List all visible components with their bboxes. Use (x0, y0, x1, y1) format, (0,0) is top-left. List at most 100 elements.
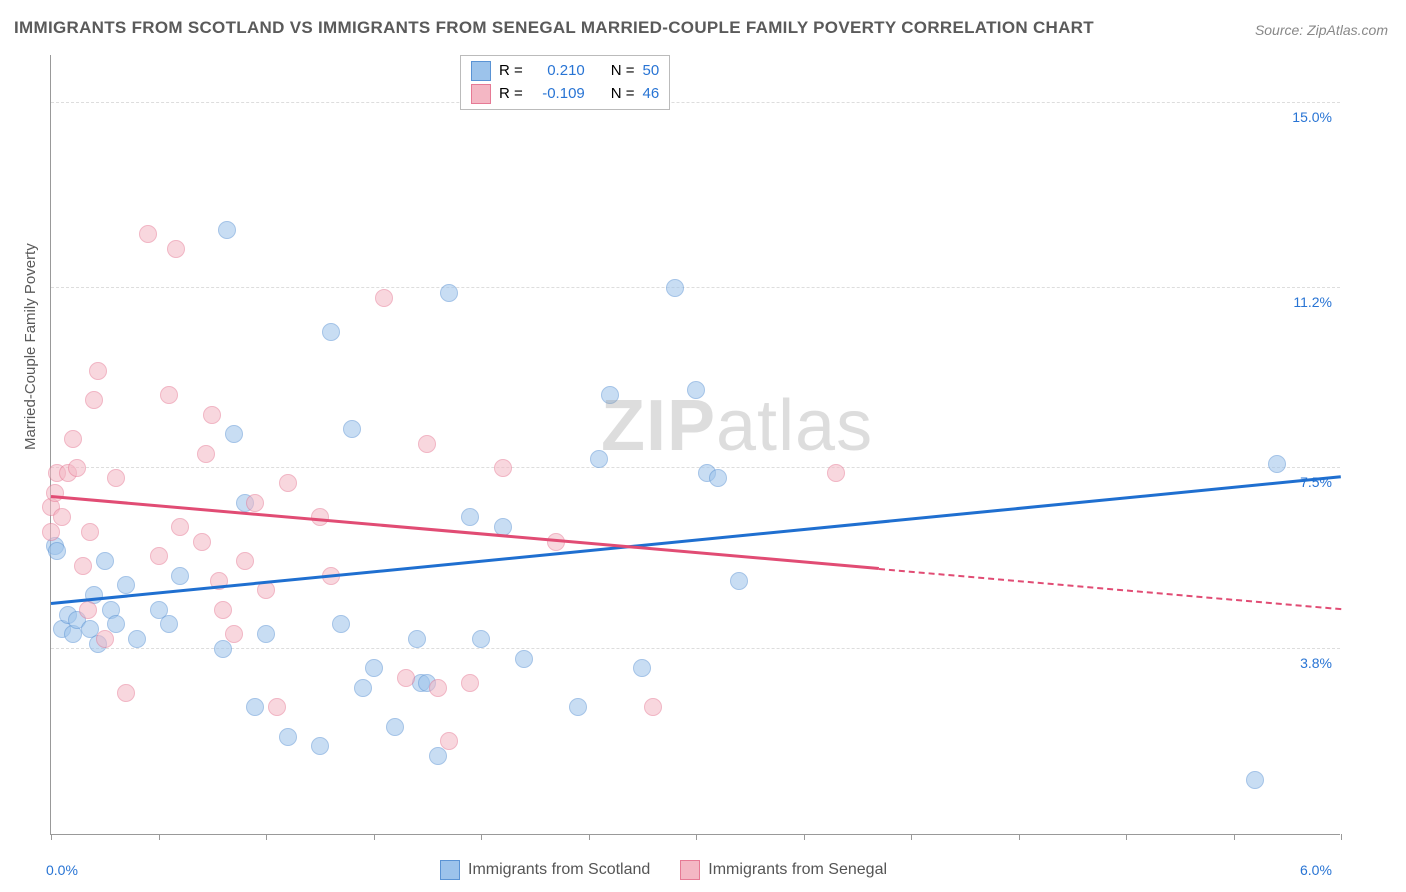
data-point (322, 323, 340, 341)
x-tick (374, 834, 375, 840)
data-point (193, 533, 211, 551)
y-axis-label: Married-Couple Family Poverty (22, 243, 39, 450)
data-point (128, 630, 146, 648)
data-point (279, 728, 297, 746)
data-point (440, 284, 458, 302)
chart-title: IMMIGRANTS FROM SCOTLAND VS IMMIGRANTS F… (14, 18, 1094, 38)
data-point (461, 508, 479, 526)
data-point (53, 508, 71, 526)
data-point (117, 684, 135, 702)
data-point (461, 674, 479, 692)
data-point (666, 279, 684, 297)
data-point (440, 732, 458, 750)
data-point (139, 225, 157, 243)
data-point (171, 518, 189, 536)
y-tick-label: 11.2% (1293, 294, 1332, 310)
x-tick (911, 834, 912, 840)
n-label: N = (611, 83, 635, 106)
x-tick-label: 0.0% (46, 862, 78, 878)
data-point (160, 615, 178, 633)
grid-line (51, 648, 1340, 649)
data-point (408, 630, 426, 648)
grid-line (51, 467, 1340, 468)
data-point (96, 552, 114, 570)
data-point (42, 523, 60, 541)
data-point (375, 289, 393, 307)
data-point (386, 718, 404, 736)
data-point (85, 391, 103, 409)
data-point (89, 362, 107, 380)
data-point (709, 469, 727, 487)
data-point (225, 425, 243, 443)
data-point (236, 552, 254, 570)
data-point (1268, 455, 1286, 473)
data-point (96, 630, 114, 648)
x-tick (266, 834, 267, 840)
data-point (279, 474, 297, 492)
legend-label-senegal: Immigrants from Senegal (708, 861, 887, 879)
data-point (218, 221, 236, 239)
data-point (644, 698, 662, 716)
data-point (494, 459, 512, 477)
x-tick (1341, 834, 1342, 840)
data-point (46, 484, 64, 502)
data-point (418, 435, 436, 453)
swatch-scotland (471, 61, 491, 81)
x-tick (696, 834, 697, 840)
data-point (225, 625, 243, 643)
data-point (167, 240, 185, 258)
n-value-senegal: 46 (643, 83, 660, 106)
data-point (79, 601, 97, 619)
stats-row-scotland: R = 0.210 N = 50 (471, 60, 659, 83)
data-point (590, 450, 608, 468)
swatch-senegal (471, 84, 491, 104)
trend-line-extrapolated (879, 568, 1341, 610)
data-point (429, 747, 447, 765)
data-point (214, 640, 232, 658)
data-point (246, 698, 264, 716)
data-point (633, 659, 651, 677)
grid-line (51, 102, 1340, 103)
data-point (268, 698, 286, 716)
x-tick (804, 834, 805, 840)
data-point (117, 576, 135, 594)
data-point (827, 464, 845, 482)
x-tick (1019, 834, 1020, 840)
legend-item-scotland: Immigrants from Scotland (440, 860, 650, 880)
source-attribution: Source: ZipAtlas.com (1255, 22, 1388, 38)
r-label: R = (499, 60, 523, 83)
x-tick (1126, 834, 1127, 840)
data-point (397, 669, 415, 687)
scatter-plot-area: ZIPatlas 3.8%7.5%11.2%15.0% (50, 55, 1340, 835)
r-value-scotland: 0.210 (531, 60, 585, 83)
data-point (197, 445, 215, 463)
x-tick-label: 6.0% (1300, 862, 1332, 878)
data-point (343, 420, 361, 438)
data-point (64, 430, 82, 448)
stats-legend: R = 0.210 N = 50 R = -0.109 N = 46 (460, 55, 670, 110)
legend-item-senegal: Immigrants from Senegal (680, 860, 887, 880)
data-point (74, 557, 92, 575)
data-point (472, 630, 490, 648)
x-tick (589, 834, 590, 840)
x-tick (1234, 834, 1235, 840)
x-tick (159, 834, 160, 840)
data-point (1246, 771, 1264, 789)
n-value-scotland: 50 (643, 60, 660, 83)
data-point (203, 406, 221, 424)
data-point (107, 469, 125, 487)
swatch-senegal (680, 860, 700, 880)
data-point (365, 659, 383, 677)
n-label: N = (611, 60, 635, 83)
data-point (48, 542, 66, 560)
swatch-scotland (440, 860, 460, 880)
data-point (429, 679, 447, 697)
data-point (150, 547, 168, 565)
legend-label-scotland: Immigrants from Scotland (468, 861, 650, 879)
data-point (171, 567, 189, 585)
data-point (246, 494, 264, 512)
data-point (601, 386, 619, 404)
data-point (687, 381, 705, 399)
y-tick-label: 3.8% (1300, 655, 1332, 671)
data-point (257, 625, 275, 643)
